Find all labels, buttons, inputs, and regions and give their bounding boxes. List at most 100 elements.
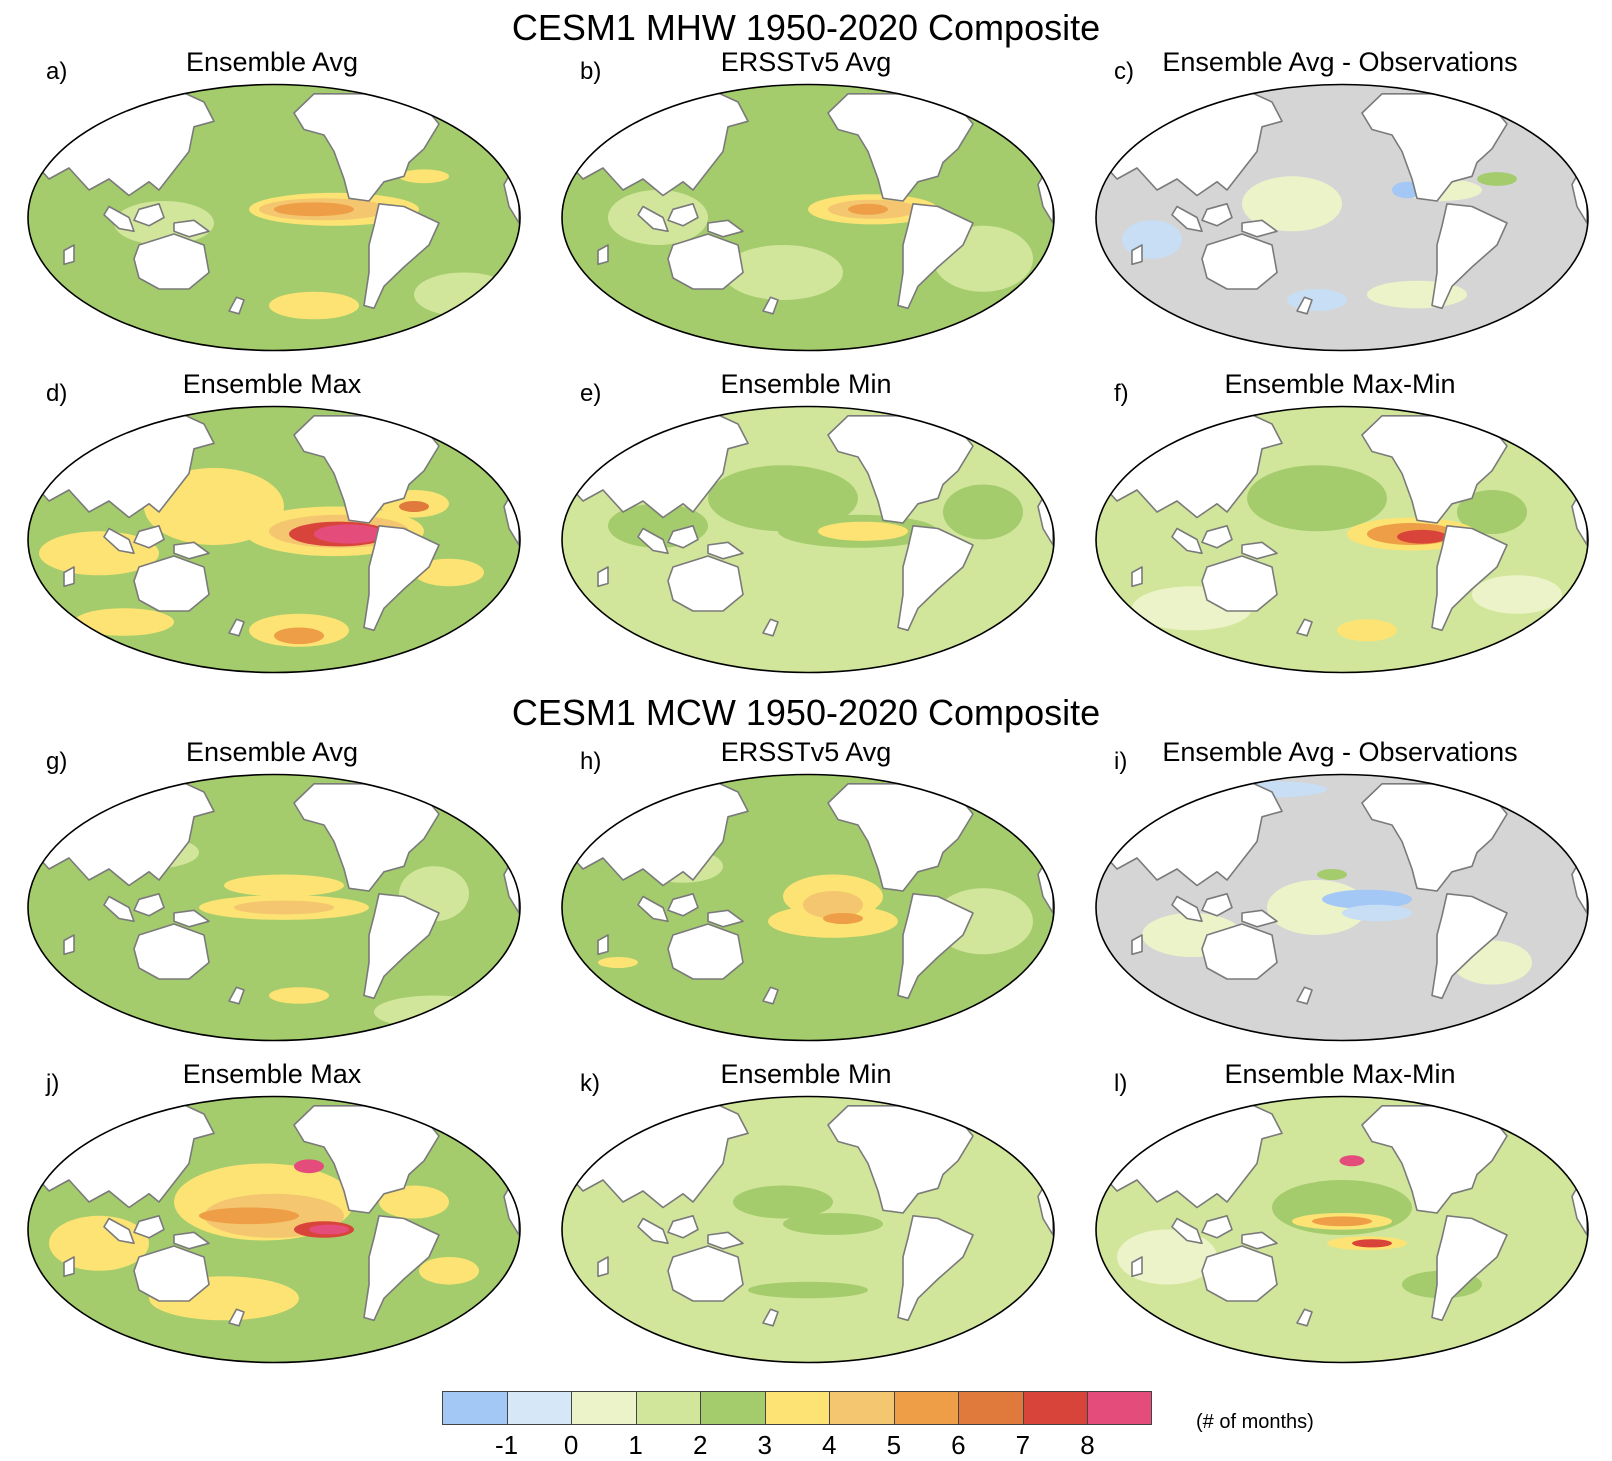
land-newzealand (228, 986, 245, 1005)
panel-title: Ensemble Min (720, 369, 892, 399)
land-sumatra (1171, 205, 1203, 233)
land-newguinea (173, 219, 210, 238)
colorbar-tick-label: 7 (1015, 1430, 1031, 1460)
anomaly-region (274, 627, 324, 645)
land-madagascar (63, 244, 75, 266)
land-sumatra (1171, 895, 1203, 923)
land-borneo (1201, 893, 1233, 917)
land-southam (897, 203, 974, 310)
land-madagascar (63, 934, 75, 956)
land-borneo (1201, 1215, 1233, 1239)
ocean-field (28, 406, 520, 673)
map-frame (1095, 405, 1589, 674)
world-map (1095, 773, 1589, 1042)
land-newguinea (1241, 219, 1278, 238)
anomaly-region (1472, 575, 1562, 614)
anomaly-region (1287, 289, 1347, 311)
panel-title: Ensemble Avg (185, 47, 359, 77)
land-northam (827, 93, 974, 202)
land-australia (133, 555, 210, 612)
land-borneo (1201, 525, 1233, 549)
ocean-field (28, 1096, 520, 1363)
anomaly-region (818, 521, 908, 541)
anomaly-region (314, 524, 384, 544)
land-australia (1201, 555, 1278, 612)
land-newzealand (1296, 296, 1313, 315)
ocean-field (562, 1096, 1054, 1363)
panel-letter: a) (46, 58, 68, 85)
anomaly-region (234, 900, 334, 915)
map-k (558, 1092, 1058, 1372)
land-northam (1361, 415, 1508, 524)
anomaly-region (269, 291, 359, 320)
map-a (24, 80, 524, 360)
colorbar: -1 0 1 2 3 4 5 6 7 8 (442, 1391, 1182, 1461)
anomaly-region (1342, 904, 1412, 922)
land-newguinea (173, 541, 210, 560)
world-map (27, 773, 521, 1042)
land-madagascar (597, 244, 609, 266)
ocean-field (1096, 774, 1588, 1041)
colorbar-units: (# of months) (1196, 1411, 1314, 1433)
land-greenland (972, 1099, 1024, 1129)
land-newzealand (1296, 986, 1313, 1005)
anomaly-region (269, 987, 329, 1004)
panel-title: Ensemble Max-Min (1224, 369, 1456, 399)
land-southam (1431, 203, 1508, 310)
colorbar-tick-label: 0 (563, 1430, 579, 1460)
map-frame (1095, 1095, 1589, 1364)
panel-letter: f) (1114, 380, 1129, 407)
land-newzealand (228, 296, 245, 315)
panel-letter: e) (580, 380, 602, 407)
panel-letter: g) (46, 748, 68, 775)
figure-title-mhw: CESM1 MHW 1950-2020 Composite (511, 7, 1101, 48)
land-borneo (133, 203, 165, 227)
panel-title: Ensemble Min (720, 1059, 892, 1089)
land-newzealand (762, 296, 779, 315)
colorbar-cell (442, 1391, 507, 1425)
ocean-base (1096, 84, 1588, 351)
land-newguinea (1241, 909, 1278, 928)
colorbar-tick-label: 3 (757, 1430, 772, 1460)
anomaly-region (1242, 176, 1342, 232)
map-g (24, 770, 524, 1050)
land-australia (1201, 1245, 1278, 1302)
land-madagascar (1131, 244, 1143, 266)
land-borneo (667, 525, 699, 549)
map-frame (561, 405, 1055, 674)
panel-e: Ensemble Min e) (546, 369, 1066, 674)
land-northam (293, 1105, 440, 1214)
land-australia (133, 923, 210, 980)
anomaly-region (414, 558, 484, 587)
land-northam (827, 415, 974, 524)
land-australia (667, 1245, 744, 1302)
land-greenland (1506, 87, 1558, 117)
panel-letter: d) (46, 380, 68, 407)
ocean-field (562, 406, 1054, 673)
map-frame (27, 405, 521, 674)
land-borneo (133, 525, 165, 549)
land-southam (1431, 893, 1508, 1000)
anomaly-region (414, 272, 514, 317)
panel-letter: l) (1114, 1070, 1128, 1097)
panel-title: ERSSTv5 Avg (720, 737, 892, 767)
anomaly-region (74, 608, 174, 636)
panel-letter: k) (580, 1070, 600, 1097)
land-sumatra (637, 527, 669, 555)
colorbar-tick-label: 5 (886, 1430, 902, 1460)
land-newzealand (1296, 1308, 1313, 1327)
ocean-field (1096, 84, 1588, 351)
panel-h: ERSSTv5 Avg h) (546, 737, 1066, 1042)
anomaly-region (723, 245, 843, 300)
panel-letter: h) (580, 748, 602, 775)
map-l (1092, 1092, 1592, 1372)
anomaly-region (1352, 1239, 1392, 1248)
land-newzealand (1296, 618, 1313, 637)
panel-letter: b) (580, 58, 602, 85)
map-i (1092, 770, 1592, 1050)
ocean-field (1096, 1096, 1588, 1363)
anomaly-region (399, 501, 429, 512)
world-map (27, 1095, 521, 1364)
panel-d: Ensemble Max d) (12, 369, 532, 674)
colorbar-cell (635, 1391, 701, 1425)
